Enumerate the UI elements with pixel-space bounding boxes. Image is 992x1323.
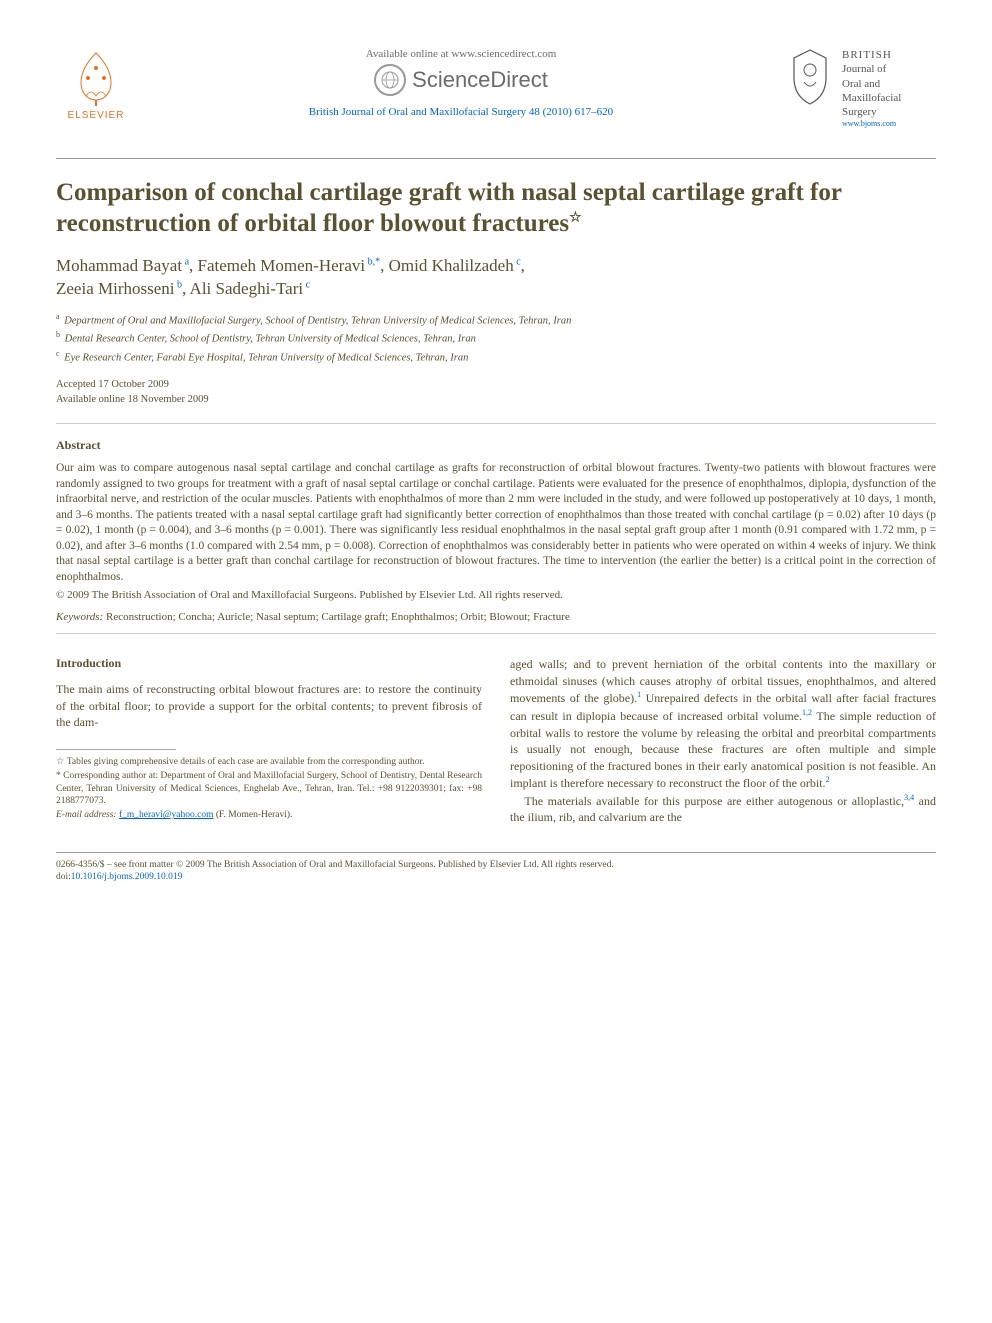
intro-para-2: The materials available for this purpose… [510,792,936,826]
keywords-label: Keywords: [56,611,103,623]
journal-reference[interactable]: British Journal of Oral and Maxillofacia… [136,106,786,118]
journal-url[interactable]: www.bjoms.com [842,119,901,129]
abstract-bottom-rule [56,633,936,634]
intro-para-1-cont: aged walls; and to prevent herniation of… [510,656,936,791]
citation-link[interactable]: 1,2 [802,708,812,717]
body-columns: Introduction The main aims of reconstruc… [56,656,936,825]
citation-link[interactable]: 2 [826,775,830,784]
abstract-copyright: © 2009 The British Association of Oral a… [56,589,936,601]
title-footnote-star: ☆ [569,211,582,226]
abstract-text: Our aim was to compare autogenous nasal … [56,461,936,585]
abstract-heading: Abstract [56,438,936,453]
aff-text: Department of Oral and Maxillofacial Sur… [64,316,571,327]
article-dates: Accepted 17 October 2009 Available onlin… [56,378,936,407]
right-column: aged walls; and to prevent herniation of… [510,656,936,825]
paper-page: ELSEVIER Available online at www.science… [0,0,992,932]
footnote-corresponding: * Corresponding author at: Department of… [56,770,482,807]
aff-sup: c [514,256,521,267]
footer-doi-row: doi:10.1016/j.bjoms.2009.10.019 [56,871,936,883]
jt-line: Surgery [842,105,901,119]
footer-copyright: 0266-4356/$ – see front matter © 2009 Th… [56,859,936,871]
accepted-date: Accepted 17 October 2009 [56,378,936,393]
email-link[interactable]: f_m_heravi@yahoo.com [119,810,214,820]
jt-line: Oral and [842,77,901,91]
sciencedirect-globe-icon [374,64,406,96]
footnote-star: ☆ Tables giving comprehensive details of… [56,756,482,768]
affiliation-c: c Eye Research Center, Farabi Eye Hospit… [56,348,936,366]
affiliations: a Department of Oral and Maxillofacial S… [56,311,936,366]
online-date: Available online 18 November 2009 [56,393,936,408]
elsevier-label: ELSEVIER [68,110,125,121]
sciencedirect-logo: ScienceDirect [136,64,786,96]
keywords-list: Reconstruction; Concha; Auricle; Nasal s… [106,611,570,623]
aff-sup: c [303,280,310,291]
title-text: Comparison of conchal cartilage graft wi… [56,179,842,237]
jt-line: Journal of [842,62,901,76]
aff-text: Dental Research Center, School of Dentis… [65,334,476,345]
left-column: Introduction The main aims of reconstruc… [56,656,482,825]
affiliation-a: a Department of Oral and Maxillofacial S… [56,311,936,329]
corr-sup: * [375,256,380,267]
email-label: E-mail address: [56,810,117,820]
aff-sup: b [175,280,183,291]
article-title: Comparison of conchal cartilage graft wi… [56,177,936,240]
intro-para-1: The main aims of reconstructing orbital … [56,681,482,731]
body-span: The materials available for this purpose… [524,794,904,808]
jt-line: BRITISH [842,48,901,62]
keywords-row: Keywords: Reconstruction; Concha; Auricl… [56,611,936,623]
email-attribution: (F. Momen-Heravi). [216,810,293,820]
doi-label: doi: [56,872,71,882]
masthead-row: ELSEVIER Available online at www.science… [56,48,936,138]
baoms-crest-icon [786,48,834,108]
sciencedirect-text: ScienceDirect [412,67,548,93]
doi-link[interactable]: 10.1016/j.bjoms.2009.10.019 [71,872,183,882]
footnote-email: E-mail address: f_m_heravi@yahoo.com (F.… [56,809,482,821]
affiliation-b: b Dental Research Center, School of Dent… [56,329,936,347]
citation-link[interactable]: 3,4 [904,793,914,802]
elsevier-tree-icon [66,48,126,108]
footnote-separator [56,749,176,750]
aff-sup: b, [365,256,375,267]
aff-sup: a [182,256,189,267]
journal-logo-block: BRITISH Journal of Oral and Maxillofacia… [786,48,936,130]
jt-line: Maxillofacial [842,91,901,105]
intro-heading: Introduction [56,656,482,671]
author-list: Mohammad Bayat a, Fatemeh Momen-Heravi b… [56,254,936,302]
abstract-top-rule [56,423,936,424]
available-online-text: Available online at www.sciencedirect.co… [136,48,786,60]
aff-text: Eye Research Center, Farabi Eye Hospital… [64,352,468,363]
masthead-center: Available online at www.sciencedirect.co… [136,48,786,118]
page-footer: 0266-4356/$ – see front matter © 2009 Th… [56,852,936,884]
masthead-rule [56,158,936,159]
journal-title-stack: BRITISH Journal of Oral and Maxillofacia… [842,48,901,130]
elsevier-logo: ELSEVIER [56,48,136,138]
